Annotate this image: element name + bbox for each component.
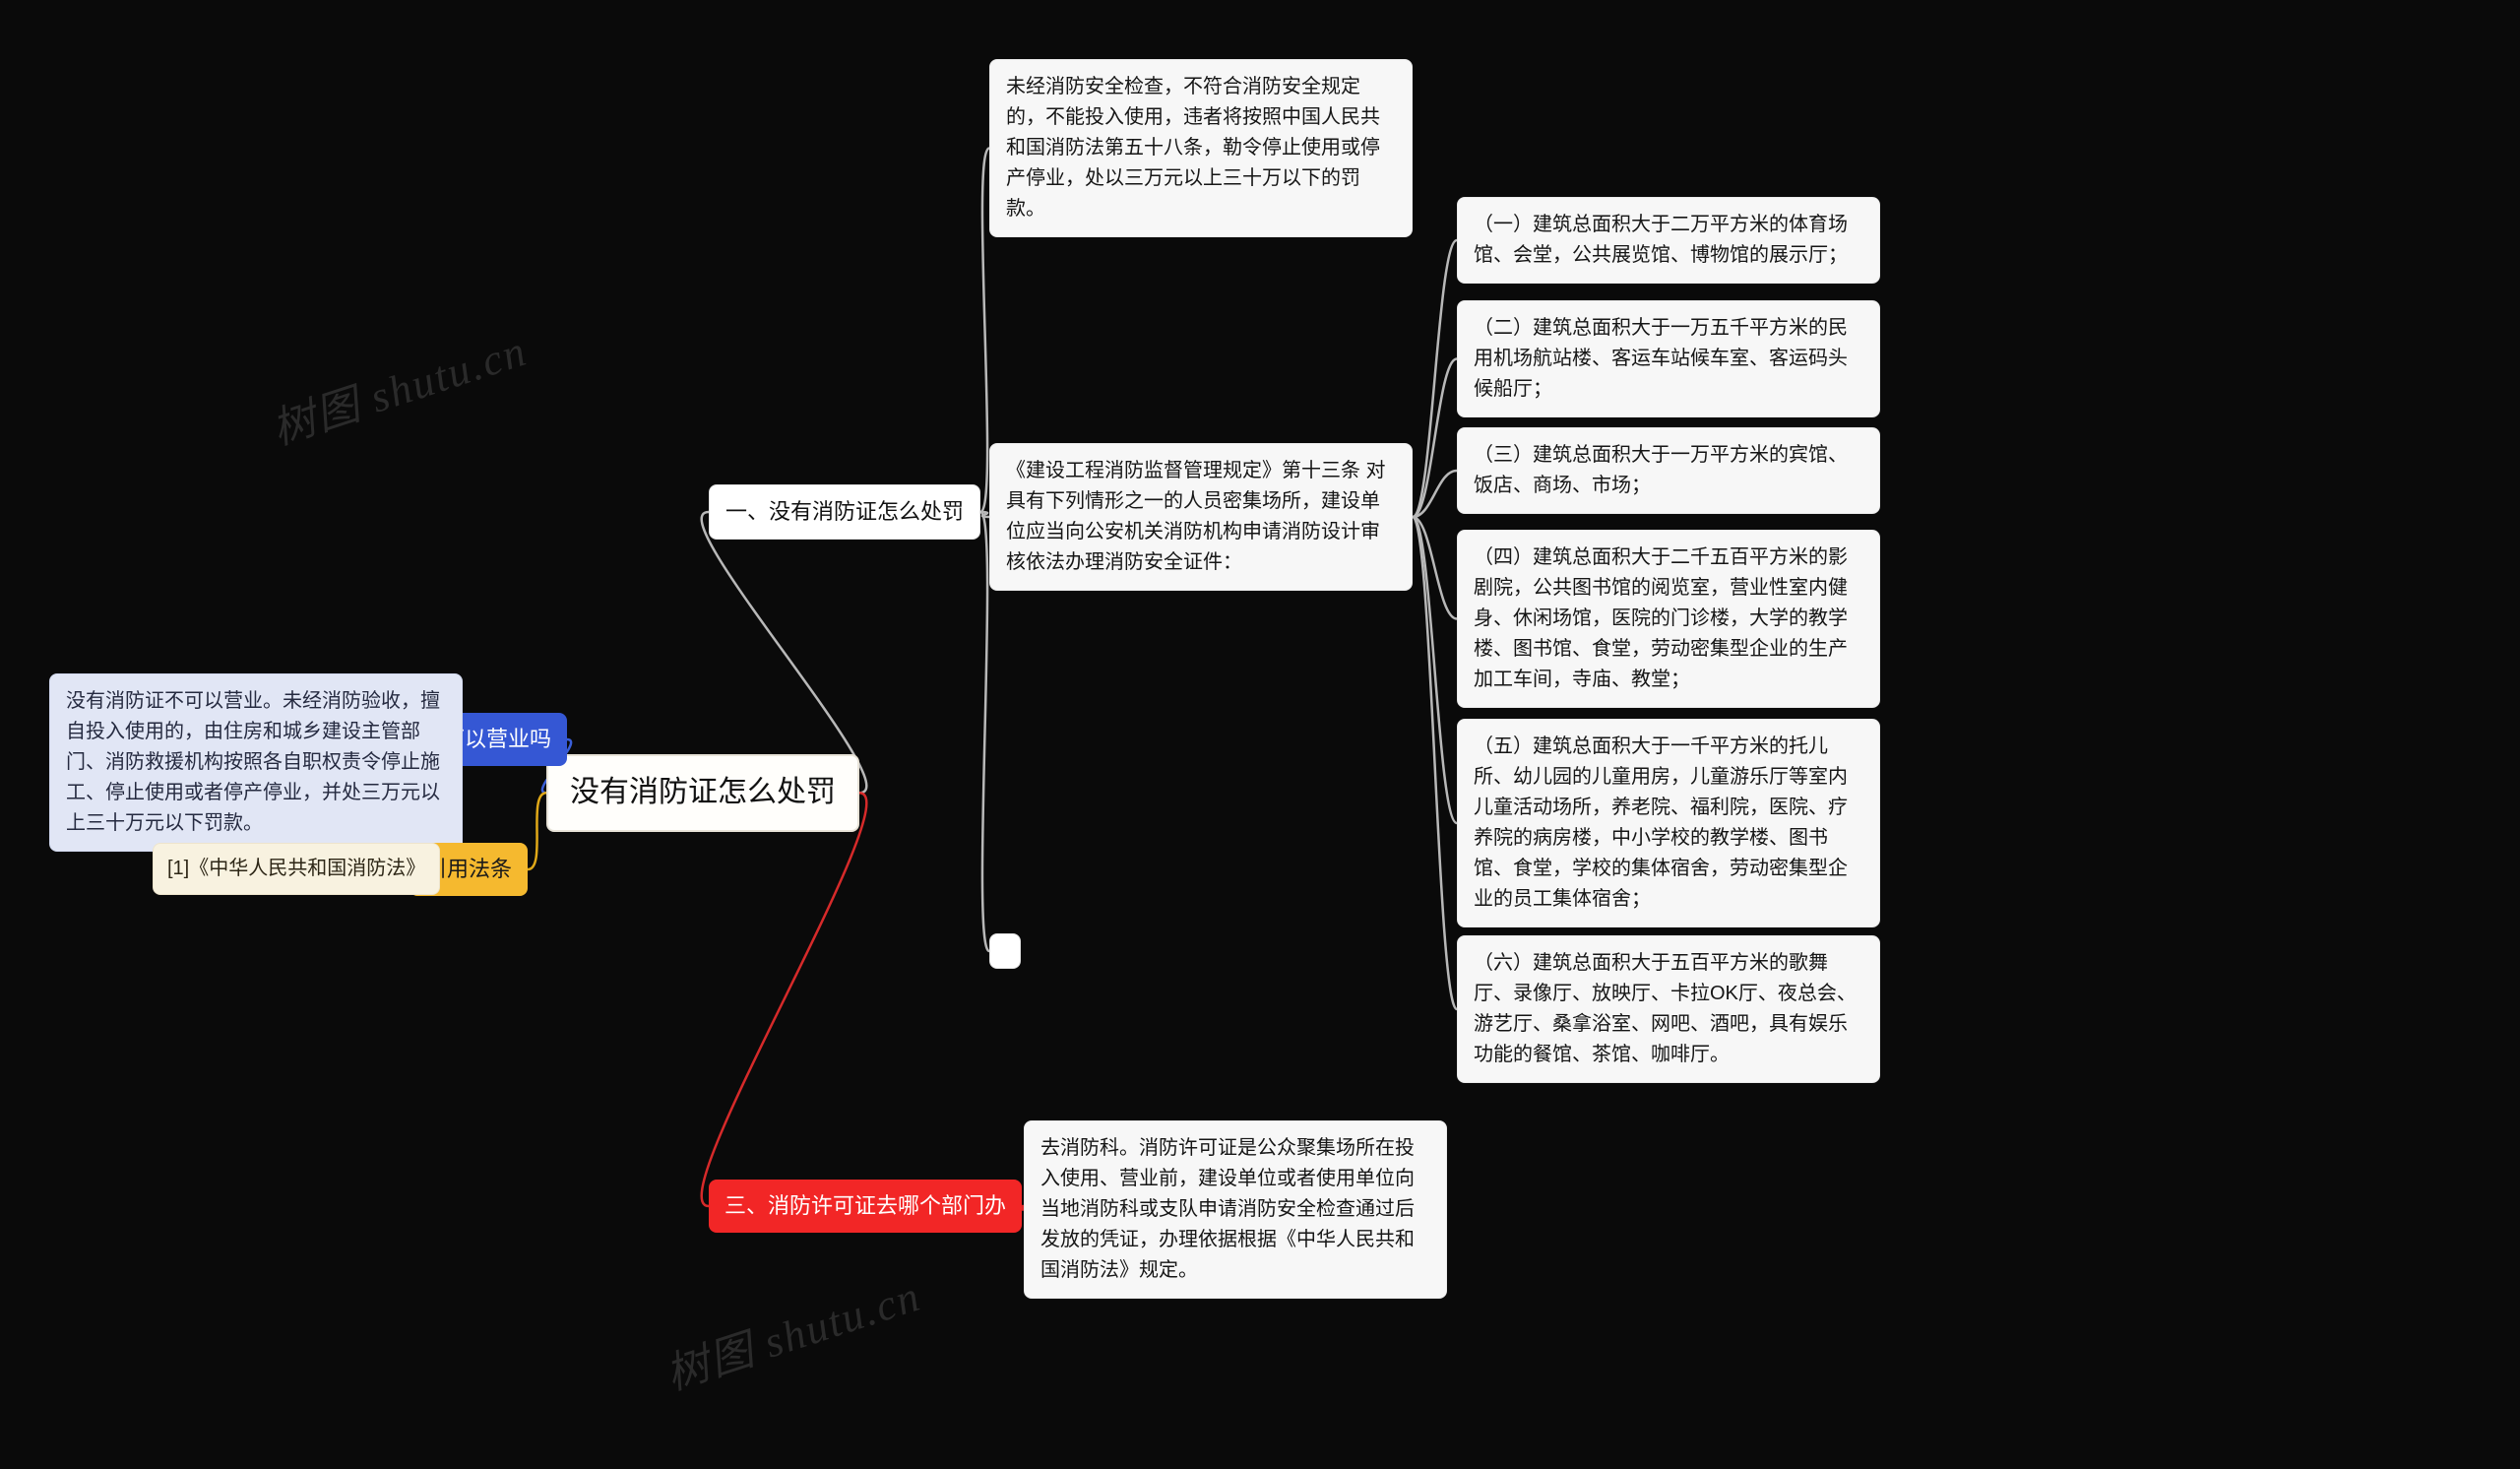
root-node[interactable]: 没有消防证怎么处罚 (546, 754, 859, 832)
watermark: 树图 shutu.cn (263, 315, 535, 457)
section-1-item-2[interactable]: （二）建筑总面积大于一万五千平方米的民用机场航站楼、客运车站候车室、客运码头候船… (1457, 300, 1880, 417)
section-3-body-text: 去消防科。消防许可证是公众聚集场所在投入使用、营业前，建设单位或者使用单位向当地… (1040, 1137, 1415, 1281)
section-1-child-b-text: 《建设工程消防监督管理规定》第十三条 对具有下列情形之一的人员密集场所，建设单位… (1006, 460, 1386, 573)
section-1-item-3-text: （三）建筑总面积大于一万平方米的宾馆、饭店、商场、市场； (1474, 444, 1848, 496)
section-3-title[interactable]: 三、消防许可证去哪个部门办 (709, 1180, 1022, 1233)
section-1-item-2-text: （二）建筑总面积大于一万五千平方米的民用机场航站楼、客运车站候车室、客运码头候船… (1474, 317, 1848, 400)
section-2-body-text: 没有消防证不可以营业。未经消防验收，擅自投入使用的，由住房和城乡建设主管部门、消… (66, 690, 440, 834)
section-3-label: 三、消防许可证去哪个部门办 (724, 1193, 1006, 1218)
section-1-item-1-text: （一）建筑总面积大于二万平方米的体育场馆、会堂，公共展览馆、博物馆的展示厅； (1474, 214, 1848, 266)
section-1-item-5[interactable]: （五）建筑总面积大于一千平方米的托儿所、幼儿园的儿童用房，儿童游乐厅等室内儿童活… (1457, 719, 1880, 927)
section-1-item-4[interactable]: （四）建筑总面积大于二千五百平方米的影剧院，公共图书馆的阅览室，营业性室内健身、… (1457, 530, 1880, 708)
section-1-item-1[interactable]: （一）建筑总面积大于二万平方米的体育场馆、会堂，公共展览馆、博物馆的展示厅； (1457, 197, 1880, 284)
section-1-child-b[interactable]: 《建设工程消防监督管理规定》第十三条 对具有下列情形之一的人员密集场所，建设单位… (989, 443, 1413, 591)
reference-body[interactable]: [1]《中华人民共和国消防法》 (153, 843, 440, 895)
section-1-item-4-text: （四）建筑总面积大于二千五百平方米的影剧院，公共图书馆的阅览室，营业性室内健身、… (1474, 546, 1848, 690)
section-1-item-5-text: （五）建筑总面积大于一千平方米的托儿所、幼儿园的儿童用房，儿童游乐厅等室内儿童活… (1474, 735, 1848, 910)
section-1-label: 一、没有消防证怎么处罚 (725, 499, 964, 524)
watermark: 树图 shutu.cn (657, 1260, 928, 1402)
section-1-title[interactable]: 一、没有消防证怎么处罚 (709, 484, 980, 540)
section-1-item-6-text: （六）建筑总面积大于五百平方米的歌舞厅、录像厅、放映厅、卡拉OK厅、夜总会、游艺… (1474, 952, 1857, 1065)
section-1-child-a[interactable]: 未经消防安全检查，不符合消防安全规定的，不能投入使用，违者将按照中国人民共和国消… (989, 59, 1413, 237)
root-label: 没有消防证怎么处罚 (570, 776, 836, 808)
section-1-item-6[interactable]: （六）建筑总面积大于五百平方米的歌舞厅、录像厅、放映厅、卡拉OK厅、夜总会、游艺… (1457, 935, 1880, 1083)
section-3-body[interactable]: 去消防科。消防许可证是公众聚集场所在投入使用、营业前，建设单位或者使用单位向当地… (1024, 1120, 1447, 1299)
reference-body-text: [1]《中华人民共和国消防法》 (167, 858, 425, 879)
section-2-body[interactable]: 没有消防证不可以营业。未经消防验收，擅自投入使用的，由住房和城乡建设主管部门、消… (49, 673, 463, 852)
section-1-empty-node[interactable] (989, 933, 1021, 969)
section-1-child-a-text: 未经消防安全检查，不符合消防安全规定的，不能投入使用，违者将按照中国人民共和国消… (1006, 76, 1380, 220)
section-1-item-3[interactable]: （三）建筑总面积大于一万平方米的宾馆、饭店、商场、市场； (1457, 427, 1880, 514)
